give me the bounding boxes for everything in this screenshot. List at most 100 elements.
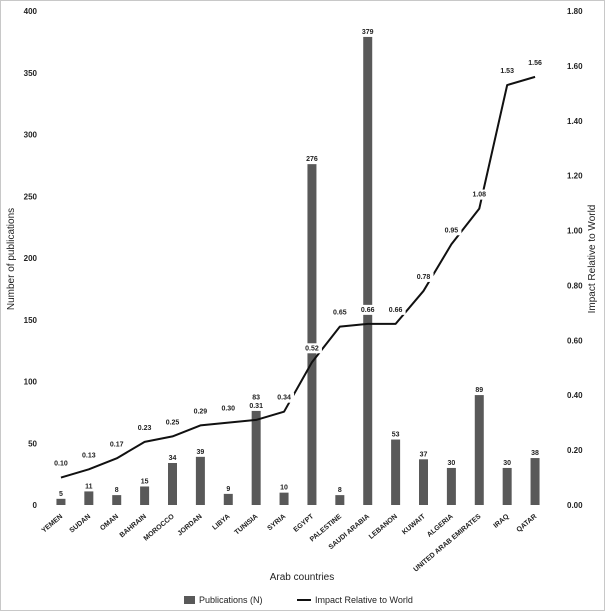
bar-data-label: 8 — [115, 487, 119, 494]
line-label-bg — [497, 66, 518, 77]
y-right-tick-label: 0.00 — [567, 501, 583, 510]
right-axis-ticks: 0.00 0.20 0.40 0.60 0.80 1.00 1.20 1.40 1.60 1.80 — [567, 7, 583, 510]
y-left-tick-label: 250 — [24, 192, 38, 201]
bar-data-label: 5 — [59, 491, 63, 498]
bar-data-label: 8 — [338, 487, 342, 494]
bar-data-label: 83 — [252, 394, 260, 401]
bar-data-label: 89 — [475, 387, 483, 394]
bar-jordan — [195, 456, 205, 505]
line-data-label: 0.13 — [82, 452, 96, 459]
bar-data-labels: 5 11 8 15 34 39 9 83 10 276 8 379 53 37 30 89 30 38 — [59, 29, 539, 498]
legend-label-impact: Impact Relative to World — [315, 595, 413, 605]
bar-data-label: 379 — [362, 29, 374, 36]
bar-bahrain — [140, 486, 150, 505]
bar-data-label: 37 — [420, 451, 428, 458]
bar-saudi-arabia — [363, 36, 373, 506]
y-right-tick-label: 1.00 — [567, 227, 583, 236]
bar-sudan — [84, 491, 94, 505]
line-label-bg — [50, 458, 71, 469]
line-data-label: 0.25 — [166, 419, 180, 426]
bar-data-label: 30 — [503, 460, 511, 467]
line-series — [60, 75, 536, 479]
category-label: IRAQ — [493, 513, 511, 530]
category-label: KUWAIT — [401, 513, 427, 537]
bar-yemen — [56, 498, 66, 505]
legend-label-publications: Publications (N) — [199, 595, 263, 605]
bar-data-label: 11 — [85, 483, 93, 490]
line-data-label: 0.34 — [277, 395, 291, 402]
bar-libya — [223, 493, 233, 505]
bar-data-label: 10 — [280, 485, 288, 492]
y-left-tick-label: 350 — [24, 69, 38, 78]
line-label-bg — [78, 450, 99, 461]
line-label-bg — [134, 422, 155, 433]
left-axis-ticks: 0 50 100 150 200 250 300 350 400 — [24, 7, 38, 510]
line-data-label: 0.17 — [110, 441, 124, 448]
line-data-label: 0.29 — [194, 408, 208, 415]
line-data-label: 0.65 — [333, 310, 347, 317]
category-label: TUNISIA — [234, 513, 260, 536]
bar-morocco — [168, 463, 177, 505]
bar-oman — [112, 495, 122, 505]
bar-qatar — [530, 458, 540, 505]
line-data-labels: 0.10 0.13 0.17 0.23 0.25 0.29 0.30 0.31 0.34 0.52… — [50, 57, 546, 469]
category-label: QATAR — [516, 513, 539, 534]
y-left-tick-label: 100 — [24, 378, 38, 387]
y-left-tick-label: 150 — [24, 316, 38, 325]
line-data-label: 1.53 — [500, 68, 514, 75]
category-label: ALGERIA — [426, 513, 455, 539]
line-label-bg — [329, 307, 350, 318]
line-label-bg — [301, 343, 322, 354]
line-data-label: 0.95 — [445, 227, 459, 234]
category-label: MOROCCO — [143, 513, 177, 543]
category-label: OMAN — [99, 513, 120, 532]
bar-lebanon — [391, 439, 401, 505]
bar-united-arab-emirates — [474, 395, 484, 505]
x-axis-title: Arab countries — [270, 572, 334, 583]
impact-line — [60, 75, 536, 479]
category-label: SUDAN — [69, 513, 93, 534]
line-label-bg — [218, 403, 239, 414]
line-label-bg — [525, 57, 546, 68]
bar-syria — [279, 492, 289, 505]
line-label-bg — [162, 417, 183, 428]
y-right-tick-label: 0.60 — [567, 336, 583, 345]
bar-data-label: 276 — [306, 156, 318, 163]
line-label-bg — [246, 400, 267, 411]
y-right-tick-label: 1.40 — [567, 117, 583, 126]
bar-palestine — [335, 495, 345, 505]
legend: Publications (N) Impact Relative to Worl… — [184, 595, 413, 605]
y-right-tick-label: 0.40 — [567, 391, 583, 400]
category-label: EGYPT — [293, 513, 316, 534]
y-right-tick-label: 1.20 — [567, 172, 583, 181]
bar-series — [56, 36, 540, 506]
bar-data-label: 15 — [141, 478, 149, 485]
bar-tunisia — [251, 402, 261, 505]
line-label-bg — [357, 304, 378, 315]
line-label-bg — [413, 271, 434, 282]
line-data-label: 0.31 — [249, 403, 263, 410]
bar-iraq — [502, 467, 512, 505]
line-data-label: 0.52 — [305, 345, 319, 352]
line-label-bg — [274, 392, 295, 403]
line-data-label: 0.66 — [389, 307, 403, 314]
line-data-label: 1.56 — [528, 60, 542, 67]
line-label-bg — [190, 406, 211, 417]
bar-algeria — [446, 467, 456, 505]
category-label: SYRIA — [266, 513, 287, 532]
bar-data-label: 53 — [392, 432, 400, 439]
line-data-label: 0.10 — [54, 461, 68, 468]
line-data-label: 1.08 — [472, 192, 486, 199]
category-label: LEBANON — [368, 513, 399, 541]
legend-swatch-publications — [184, 596, 195, 604]
y-left-tick-label: 200 — [24, 254, 38, 263]
category-label: JORDAN — [177, 513, 204, 537]
y-left-tick-label: 50 — [28, 439, 37, 448]
y-left-tick-label: 0 — [33, 501, 38, 510]
line-data-label: 0.23 — [138, 425, 152, 432]
y-right-tick-label: 0.20 — [567, 446, 583, 455]
y-left-tick-label: 400 — [24, 7, 38, 16]
line-data-label: 0.30 — [221, 406, 235, 413]
